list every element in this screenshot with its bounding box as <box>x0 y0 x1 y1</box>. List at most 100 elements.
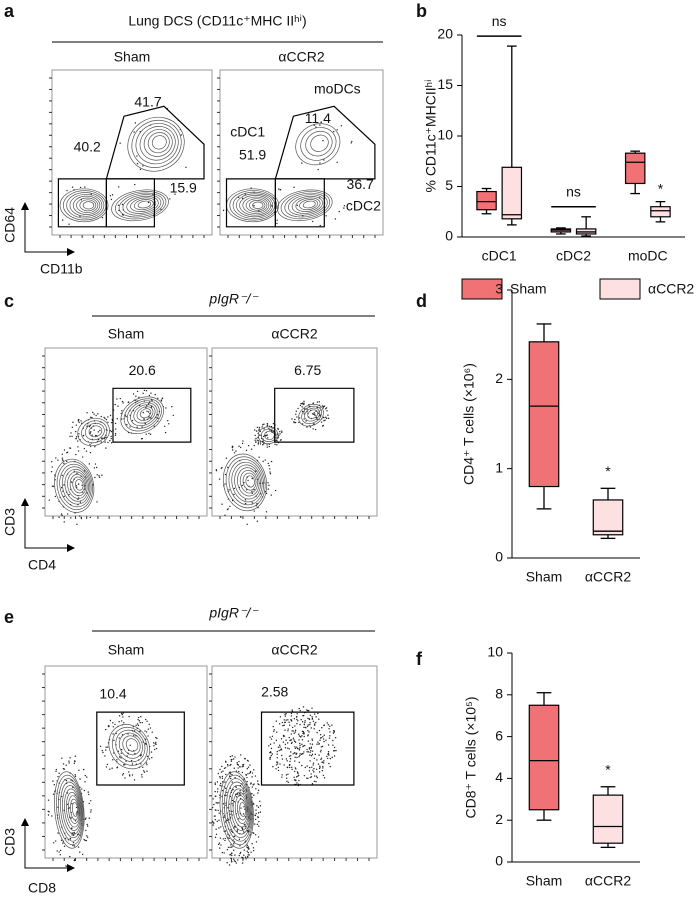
event-dot <box>270 754 272 757</box>
event-dot <box>218 478 221 480</box>
event-dot <box>298 739 300 741</box>
event-dot <box>232 758 235 760</box>
event-dot <box>316 743 318 745</box>
contour-line <box>118 732 143 759</box>
event-dot <box>258 456 260 458</box>
event-dot <box>236 763 239 766</box>
event-dot <box>258 426 261 429</box>
event-dot <box>230 844 232 846</box>
event-dot <box>308 770 311 772</box>
event-dot <box>277 766 280 769</box>
event-dot <box>110 198 113 201</box>
event-dot <box>289 758 292 760</box>
event-dot <box>114 723 116 726</box>
event-dot <box>224 839 226 842</box>
event-dot <box>62 842 64 844</box>
event-dot <box>126 424 128 426</box>
event-dot <box>81 484 83 487</box>
gate-percentage: 41.7 <box>134 94 161 110</box>
event-dot <box>256 823 259 826</box>
event-dot <box>266 434 269 436</box>
event-dot <box>51 815 53 817</box>
event-dot <box>110 421 113 424</box>
condition-label: αCCR2 <box>278 49 324 65</box>
event-dot <box>69 757 71 759</box>
event-dot <box>211 820 214 823</box>
gate <box>112 387 192 443</box>
condition-label: αCCR2 <box>271 326 317 342</box>
event-dot <box>313 412 315 414</box>
event-dot <box>293 751 296 754</box>
arrow-head <box>21 202 29 210</box>
event-dot <box>47 799 50 801</box>
event-dot <box>246 768 248 770</box>
event-dot <box>291 726 294 729</box>
event-dot <box>308 748 311 750</box>
event-dot <box>118 186 120 188</box>
event-dot <box>237 764 240 766</box>
event-dot <box>214 836 217 839</box>
event-dot <box>298 735 301 737</box>
y-tick-label: 0 <box>495 853 503 869</box>
event-dot <box>118 720 120 723</box>
event-dot <box>315 768 318 771</box>
event-dot <box>291 768 293 771</box>
event-dot <box>288 755 291 757</box>
contour-line <box>237 798 247 821</box>
event-dot <box>269 736 271 738</box>
event-dot <box>153 748 156 751</box>
event-dot <box>136 723 139 725</box>
event-dot <box>276 731 278 733</box>
event-dot <box>320 737 322 739</box>
event-dot <box>246 844 248 847</box>
event-dot <box>254 823 256 825</box>
gate-percentage: 11.4 <box>305 110 331 126</box>
event-dot <box>296 746 298 748</box>
event-dot <box>329 735 331 737</box>
contour-line <box>70 798 79 821</box>
event-dot <box>254 434 256 437</box>
event-dot <box>221 503 223 505</box>
event-dot <box>321 425 324 427</box>
contour-line <box>118 192 164 218</box>
event-dot <box>302 706 305 708</box>
event-dot <box>259 434 261 436</box>
box <box>501 166 523 220</box>
event-dot <box>328 754 330 756</box>
event-dot <box>321 405 324 407</box>
event-dot <box>104 755 106 757</box>
event-dot <box>47 814 50 816</box>
event-dot <box>71 803 73 805</box>
event-dot <box>82 768 85 771</box>
event-dot <box>244 499 247 501</box>
contour-line <box>139 408 152 419</box>
event-dot <box>144 730 146 732</box>
event-dot <box>256 430 258 432</box>
event-dot <box>262 424 264 426</box>
contour-line <box>151 135 167 150</box>
event-dot <box>222 838 224 840</box>
y-tick-label: 15 <box>437 76 453 92</box>
event-dot <box>70 432 72 434</box>
plot-frame <box>51 69 213 236</box>
gate-percentage: 40.2 <box>74 138 101 154</box>
event-dot <box>85 839 88 842</box>
event-dot <box>334 218 337 220</box>
event-dot <box>329 757 332 760</box>
event-dot <box>231 445 234 448</box>
event-dot <box>319 739 321 741</box>
event-dot <box>55 768 58 771</box>
event-dot <box>105 766 108 768</box>
event-dot <box>229 813 231 815</box>
event-dot <box>328 737 331 739</box>
event-dot <box>101 216 104 219</box>
event-dot <box>309 724 311 726</box>
event-dot <box>288 721 290 723</box>
event-dot <box>217 809 219 812</box>
event-dot <box>262 435 265 438</box>
event-dot <box>290 719 292 722</box>
event-dot <box>52 793 55 795</box>
event-dot <box>285 774 288 776</box>
event-dot <box>310 755 313 757</box>
event-dot <box>97 438 100 441</box>
